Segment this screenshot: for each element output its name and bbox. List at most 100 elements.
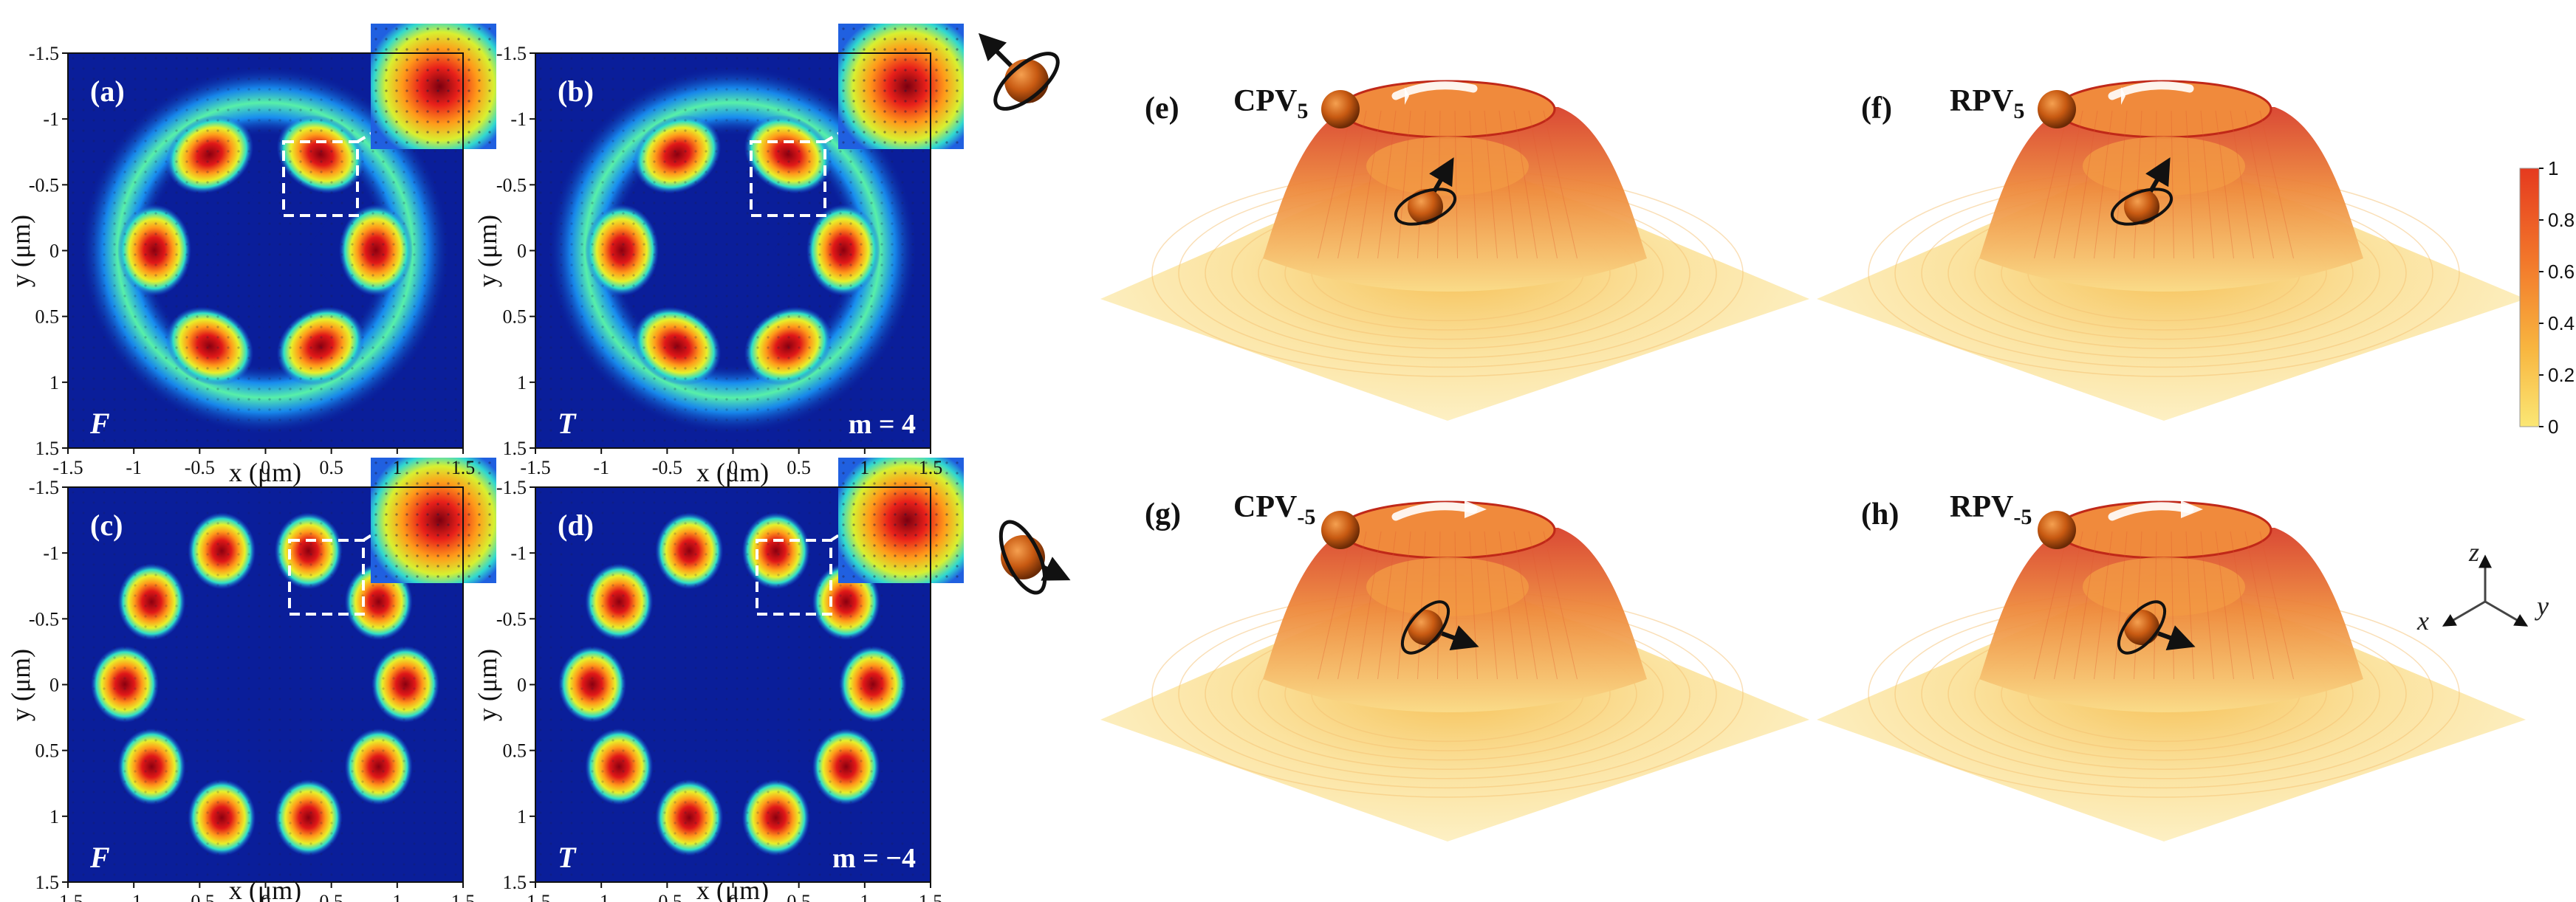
y-tick-label: 1: [517, 806, 527, 827]
y-tick-label: -1: [43, 109, 59, 130]
y-tick-label: 0.5: [35, 740, 60, 762]
panel-a-label: (a): [90, 75, 125, 108]
x-tick-label: 0.5: [319, 891, 343, 902]
surface-inner: [1366, 557, 1529, 616]
surface-mesh-line: [1377, 110, 1397, 259]
rotation-arrowhead: [2181, 500, 2203, 518]
surface-mesh-line: [1543, 110, 1578, 259]
y-tick-label: 0: [517, 241, 527, 262]
surface-mesh-line: [2054, 531, 2083, 680]
y-tick-label: -0.5: [496, 608, 527, 630]
y-tick-label: -1.5: [29, 477, 59, 498]
axis-triad: z x y: [2416, 537, 2549, 636]
x-tick-label: 0: [728, 457, 738, 478]
colorbar-ticks: 1 0.8 0.6 0.4 0.2 0: [2539, 157, 2575, 438]
trapped-particle: [1408, 189, 1443, 224]
axis-ticks: -1.5 -1 -0.5 0 0.5 1 1.5-1.5-1-0.500.511.5-1.5…: [29, 43, 942, 902]
particle-icon-b: [978, 32, 1060, 111]
x-tick-label: 1.5: [919, 457, 943, 478]
y-tick-label: 0.5: [35, 306, 60, 328]
heatmap-grid: (a) F (b) T m = 4: [6, 24, 1071, 902]
panel-d-field: T: [558, 841, 577, 874]
x-tick-label: 1: [392, 891, 402, 902]
panel-c-field: F: [89, 841, 110, 874]
surface-mesh-line: [1417, 531, 1426, 680]
surface-h-plot: [1817, 500, 2526, 841]
surface-mesh-line: [1318, 531, 1352, 680]
y-tick-label: -1: [510, 109, 527, 130]
surface-mesh-line: [2171, 531, 2174, 680]
spin-orbit: [1400, 600, 1450, 655]
panel-frame: [67, 52, 464, 449]
colorbar-tick-label: 0: [2548, 416, 2558, 438]
surface-g-label: (g): [1145, 498, 1181, 531]
x-tick-label: -1: [126, 457, 142, 478]
x-tick-label: -1: [593, 891, 609, 902]
panel-frame: [535, 486, 931, 883]
trapped-particle: [2124, 610, 2159, 645]
y-axis-label-c: y (μm): [6, 649, 35, 721]
surface-rim: [2055, 500, 2272, 560]
y-tick-label: 0.5: [503, 740, 527, 762]
panel-d-inset: [838, 458, 964, 583]
surface-mesh-line: [2074, 110, 2098, 259]
panel-a-field: F: [89, 407, 110, 440]
rim-particle: [2038, 90, 2076, 128]
y-tick-label: 0: [517, 675, 527, 696]
surface-mesh-line: [1357, 110, 1382, 259]
surface-g-title: CPV-5: [1233, 490, 1315, 529]
surface-mesh-line: [2244, 531, 2274, 680]
y-tick-label: -1: [510, 543, 527, 564]
x-tick-label: -1: [126, 891, 142, 902]
surface-mesh-line: [2034, 110, 2069, 259]
y-tick-label: 1.5: [35, 438, 60, 459]
colorbar-gradient: [2519, 168, 2540, 427]
y-tick-label: -0.5: [29, 608, 59, 630]
surface-wall: [1263, 528, 1647, 712]
surface-f-plot: [1817, 80, 2526, 421]
x-tick-label: 1.5: [451, 891, 476, 902]
x-tick-label: 0.5: [319, 457, 343, 478]
surface-h-label: (h): [1861, 498, 1899, 531]
surface-rim: [1339, 80, 1556, 139]
panel-d-m-value: m = −4: [832, 843, 916, 874]
panel-b-inset: [838, 24, 964, 149]
y-tick-label: 0: [49, 675, 59, 696]
triad-x-axis: [2442, 600, 2486, 627]
colorbar-tick-label: 0.4: [2548, 312, 2575, 334]
rotation-arrowhead: [1405, 87, 1409, 105]
surface-mesh-line: [2171, 110, 2174, 259]
surface-mesh-line: [1417, 110, 1426, 259]
surface-mesh-line: [1513, 110, 1538, 259]
surface-f-title: RPV5: [1950, 84, 2024, 123]
surface-mesh-line: [1484, 110, 1498, 259]
surface-e-label: (e): [1145, 92, 1179, 125]
surface-g-plot: [1100, 500, 1809, 841]
panel-b-m-value: m = 4: [849, 409, 916, 440]
y-tick-label: 1: [517, 372, 527, 393]
panel-frame: [535, 52, 931, 449]
surface-mesh-line: [2054, 110, 2083, 259]
y-axis-label-b: y (μm): [473, 215, 502, 287]
triad-y-label: y: [2535, 591, 2549, 621]
y-tick-label: 1.5: [503, 438, 527, 459]
surface-mesh-line: [2034, 531, 2069, 680]
y-tick-label: -1.5: [29, 43, 59, 64]
x-tick-label: 0: [728, 891, 738, 902]
y-axis-label-d: y (μm): [473, 649, 502, 721]
panel-a: (a) F: [68, 24, 496, 448]
spin-orbit: [2110, 187, 2174, 226]
x-axis-label-d: x (μm): [696, 875, 769, 902]
surface-mesh-line: [2185, 531, 2194, 680]
surface-h: (h) RPV-5: [1817, 490, 2526, 841]
surface-mesh-line: [1357, 531, 1382, 680]
colorbar-tick-label: 0.2: [2548, 364, 2575, 386]
x-tick-label: -1.5: [52, 457, 83, 478]
surface-mesh-line: [1528, 531, 1558, 680]
panel-a-zoom-box: [282, 140, 359, 217]
panel-b: (b) T m = 4: [535, 24, 964, 448]
surface-mesh-line: [2230, 531, 2254, 680]
x-tick-label: 0.5: [787, 891, 811, 902]
surface-mesh-line: [2074, 531, 2098, 680]
surface-mesh-line: [1318, 110, 1352, 259]
